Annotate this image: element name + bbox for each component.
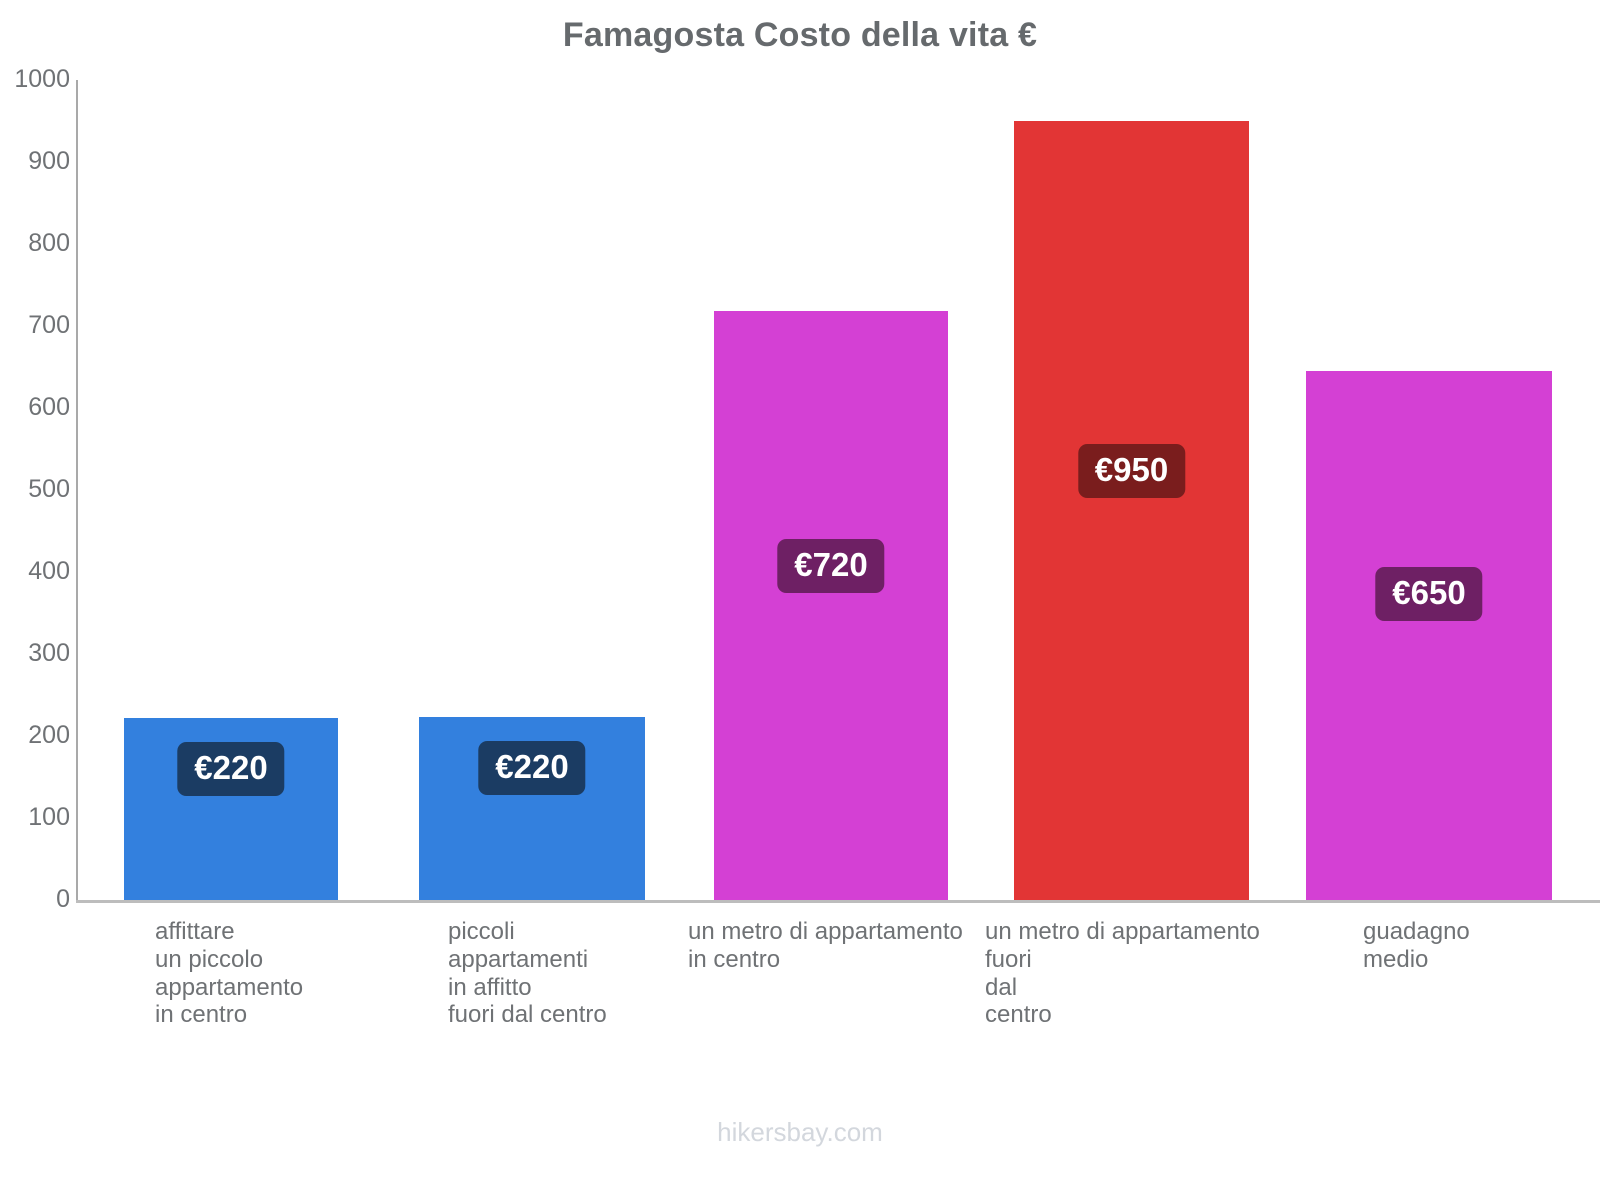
y-tick-label: 600 xyxy=(28,393,70,421)
y-axis-line xyxy=(76,80,78,902)
bar-value-label: €950 xyxy=(1077,444,1186,498)
y-tick-label: 800 xyxy=(28,229,70,257)
y-tick-label: 500 xyxy=(28,475,70,503)
x-category-label: un metro di appartamento fuori dal centr… xyxy=(985,918,1260,1029)
x-category-label: piccoli appartamenti in affitto fuori da… xyxy=(448,918,607,1029)
x-category-label: affittare un piccolo appartamento in cen… xyxy=(155,918,304,1029)
y-tick-label: 300 xyxy=(28,639,70,667)
bar-value-label: €220 xyxy=(177,742,285,796)
bar-value-label: €720 xyxy=(777,539,885,593)
y-tick-label: 700 xyxy=(28,311,70,339)
bar-value-label: €650 xyxy=(1375,567,1483,621)
y-tick-label: 1000 xyxy=(14,65,70,93)
bar[interactable] xyxy=(1306,371,1552,900)
y-tick-label: 400 xyxy=(28,557,70,585)
y-tick-mark xyxy=(78,900,90,902)
chart-title: Famagosta Costo della vita € xyxy=(562,16,1038,54)
y-tick-label: 0 xyxy=(56,885,70,913)
y-tick-label: 900 xyxy=(28,147,70,175)
x-axis-line xyxy=(76,900,1600,903)
x-category-label: un metro di appartamento in centro xyxy=(688,918,963,973)
y-tick-label: 100 xyxy=(28,803,70,831)
y-tick-label: 200 xyxy=(28,721,70,749)
bar-value-label: €220 xyxy=(478,741,586,795)
bar[interactable] xyxy=(1014,121,1249,900)
watermark: hikersbay.com xyxy=(717,1117,883,1147)
x-category-label: guadagno medio xyxy=(1363,918,1470,973)
bar[interactable] xyxy=(714,311,948,900)
